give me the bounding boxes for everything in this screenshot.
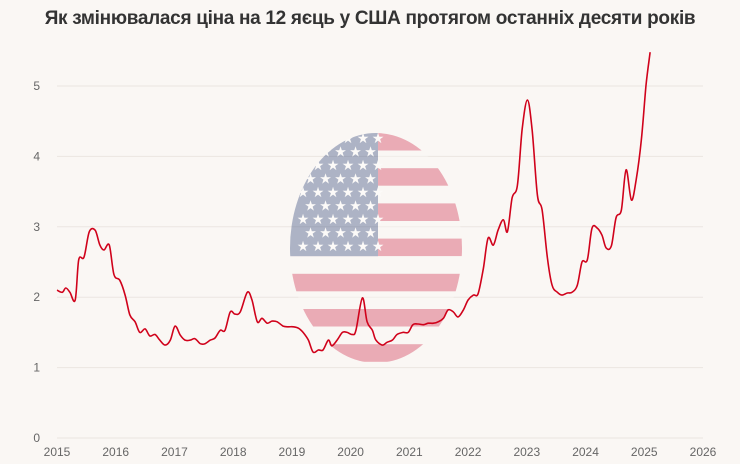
star-icon: ★ bbox=[304, 144, 317, 160]
star-icon: ★ bbox=[334, 198, 347, 214]
flag-stripe bbox=[290, 238, 462, 257]
star-icon: ★ bbox=[327, 157, 340, 173]
star-icon: ★ bbox=[334, 144, 347, 160]
star-icon: ★ bbox=[357, 157, 370, 173]
y-tick-label: 2 bbox=[33, 290, 40, 304]
star-icon: ★ bbox=[304, 198, 317, 214]
star-icon: ★ bbox=[364, 144, 377, 160]
x-tick-label: 2016 bbox=[102, 445, 129, 459]
flag-stripe bbox=[290, 291, 462, 309]
flag-stripe bbox=[290, 326, 462, 345]
flag-stripe bbox=[290, 185, 462, 204]
flag-stripe bbox=[290, 256, 462, 274]
flag-stripe bbox=[290, 273, 462, 292]
flag-stripe bbox=[290, 150, 462, 169]
x-axis: 2015 2016 2017 2018 2019 2020 2021 2022 2023 2024… bbox=[44, 445, 717, 459]
y-tick-label: 0 bbox=[33, 431, 40, 445]
star-icon: ★ bbox=[312, 130, 325, 146]
star-icon: ★ bbox=[342, 184, 355, 200]
chart-title: Як змінювалася ціна на 12 яєць у США про… bbox=[44, 8, 696, 29]
star-icon: ★ bbox=[357, 184, 370, 200]
star-icon: ★ bbox=[312, 184, 325, 200]
star-icon: ★ bbox=[342, 238, 355, 254]
y-tick-label: 5 bbox=[33, 79, 40, 93]
x-tick-label: 2018 bbox=[220, 445, 247, 459]
flag-stripe bbox=[290, 309, 462, 327]
star-icon: ★ bbox=[312, 211, 325, 227]
star-icon: ★ bbox=[357, 211, 370, 227]
y-tick-label: 4 bbox=[33, 149, 40, 163]
star-icon: ★ bbox=[334, 171, 347, 187]
x-tick-label: 2020 bbox=[337, 445, 364, 459]
flag-stripe bbox=[290, 203, 462, 221]
star-icon: ★ bbox=[342, 211, 355, 227]
x-tick-label: 2021 bbox=[396, 445, 423, 459]
x-tick-label: 2023 bbox=[513, 445, 540, 459]
x-tick-label: 2019 bbox=[279, 445, 306, 459]
star-icon: ★ bbox=[342, 157, 355, 173]
star-icon: ★ bbox=[357, 238, 370, 254]
x-tick-label: 2015 bbox=[44, 445, 71, 459]
star-icon: ★ bbox=[364, 198, 377, 214]
star-icon: ★ bbox=[319, 171, 332, 187]
star-icon: ★ bbox=[327, 184, 340, 200]
star-icon: ★ bbox=[297, 157, 310, 173]
star-icon: ★ bbox=[349, 225, 362, 241]
star-icon: ★ bbox=[349, 144, 362, 160]
star-icon: ★ bbox=[327, 130, 340, 146]
x-tick-label: 2026 bbox=[690, 445, 717, 459]
x-tick-label: 2017 bbox=[161, 445, 188, 459]
star-icon: ★ bbox=[297, 238, 310, 254]
star-icon: ★ bbox=[357, 130, 370, 146]
star-icon: ★ bbox=[319, 198, 332, 214]
star-icon: ★ bbox=[297, 130, 310, 146]
x-tick-label: 2025 bbox=[631, 445, 658, 459]
star-icon: ★ bbox=[304, 225, 317, 241]
y-axis: 0 1 2 3 4 5 bbox=[33, 79, 40, 445]
star-icon: ★ bbox=[364, 171, 377, 187]
star-icon: ★ bbox=[327, 238, 340, 254]
star-icon: ★ bbox=[372, 238, 385, 254]
star-icon: ★ bbox=[364, 225, 377, 241]
star-icon: ★ bbox=[334, 225, 347, 241]
y-tick-label: 3 bbox=[33, 220, 40, 234]
us-flag-egg-image: ★ ★ ★ ★ ★ ★★ ★ ★ ★ ★★ ★ ★ ★ ★ ★★ ★ ★ ★ ★★ ★ ★ ★ ★ ★★ ★ ★ ★ ★★ ★ ★ ★ ★ ★★… bbox=[290, 130, 462, 362]
star-icon: ★ bbox=[297, 211, 310, 227]
star-icon: ★ bbox=[372, 157, 385, 173]
flag-stripe bbox=[290, 168, 462, 186]
x-tick-label: 2022 bbox=[455, 445, 482, 459]
star-icon: ★ bbox=[372, 130, 385, 146]
y-tick-label: 1 bbox=[33, 361, 40, 375]
star-icon: ★ bbox=[349, 171, 362, 187]
star-icon: ★ bbox=[349, 198, 362, 214]
x-tick-label: 2024 bbox=[572, 445, 599, 459]
price-line bbox=[56, 52, 651, 354]
flag-stripe bbox=[290, 221, 462, 239]
star-icon: ★ bbox=[327, 211, 340, 227]
star-icon: ★ bbox=[372, 184, 385, 200]
star-icon: ★ bbox=[312, 238, 325, 254]
star-icon: ★ bbox=[372, 211, 385, 227]
star-icon: ★ bbox=[319, 225, 332, 241]
